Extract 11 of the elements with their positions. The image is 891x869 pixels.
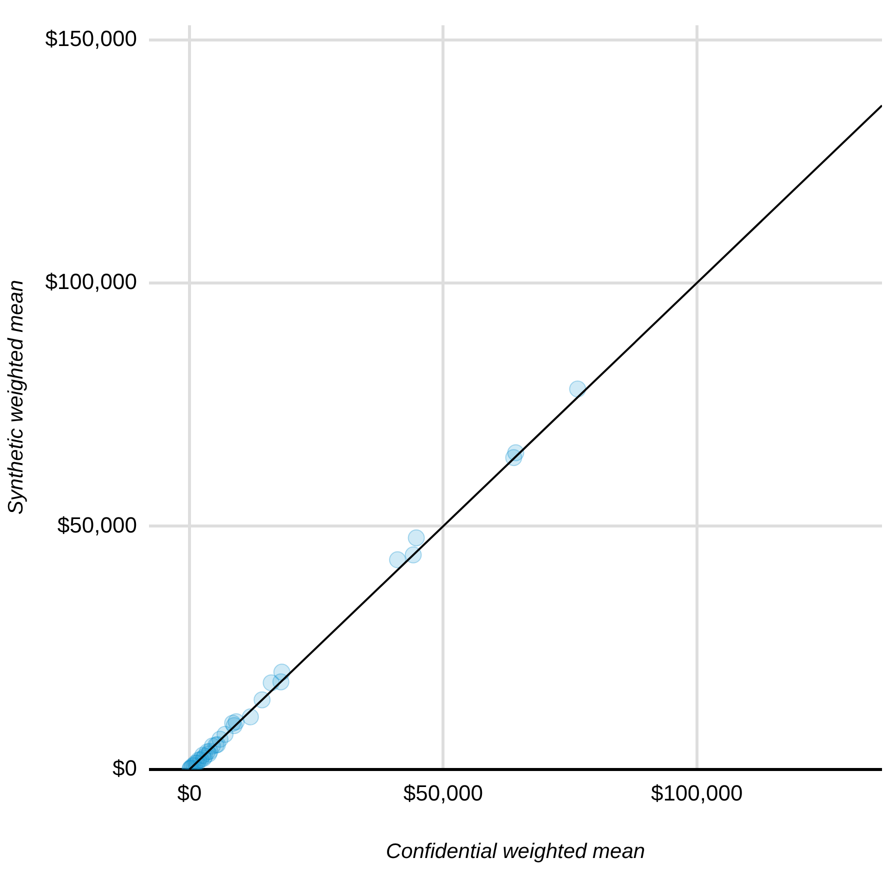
y-tick-label: $0 [112,755,137,780]
x-tick-label: $0 [177,780,202,806]
y-tick-label: $50,000 [57,512,137,538]
point [389,551,406,568]
x-tick-label: $100,000 [650,780,743,806]
x-tick-label: $50,000 [403,780,483,806]
y-tick-label: $100,000 [45,269,137,294]
y-tick-label: $150,000 [45,26,137,51]
y-axis-title: Synthetic weighted mean [4,280,28,515]
x-axis-title: Confidential weighted mean [386,840,646,864]
point [408,529,425,546]
